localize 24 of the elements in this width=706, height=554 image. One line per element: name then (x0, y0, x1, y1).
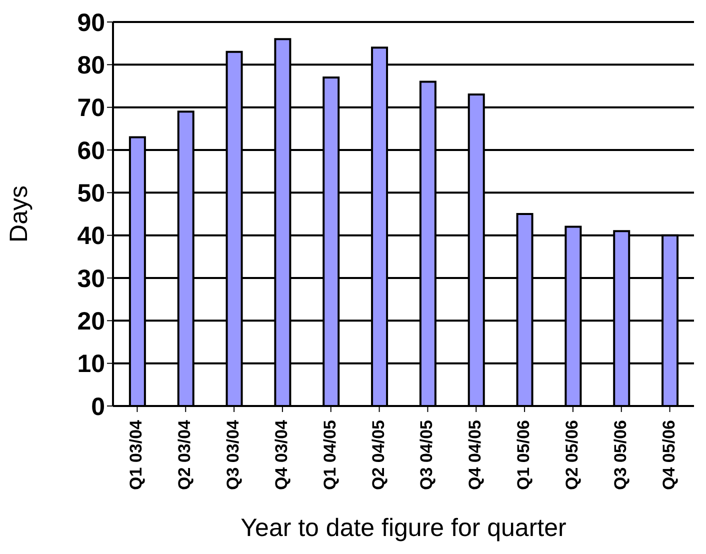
y-tick-label: 30 (77, 264, 105, 293)
x-tick-label: Q4 04/05 (466, 420, 485, 490)
x-tick-label: Q1 04/05 (320, 420, 340, 490)
y-tick-label: 50 (77, 180, 105, 208)
y-tick-label: 0 (91, 392, 105, 421)
x-tick-label: Q1 03/04 (126, 419, 146, 490)
x-axis-title: Year to date figure for quarter (240, 514, 566, 542)
y-tick-label: 10 (77, 350, 105, 378)
x-tick-label: Q1 05/06 (514, 420, 534, 490)
x-tick-label: Q2 05/06 (562, 420, 582, 490)
y-tick-label: 60 (77, 136, 105, 165)
x-tick-label: Q2 03/04 (175, 419, 194, 490)
y-tick-label: 40 (77, 222, 105, 250)
y-tick-label: 20 (77, 308, 105, 336)
x-tick-label: Q3 03/04 (224, 419, 243, 490)
y-axis-title: Days (4, 186, 33, 242)
x-tick-label: Q3 05/06 (610, 420, 630, 490)
y-tick-label: 90 (77, 8, 105, 37)
x-tick-label: Q2 04/05 (368, 420, 388, 490)
x-tick-label: Q3 04/05 (417, 420, 436, 490)
y-tick-label: 70 (77, 94, 105, 122)
x-tick-label: Q4 05/06 (659, 420, 678, 490)
x-tick-label: Q4 03/04 (272, 419, 291, 490)
y-tick-label: 80 (77, 52, 105, 80)
